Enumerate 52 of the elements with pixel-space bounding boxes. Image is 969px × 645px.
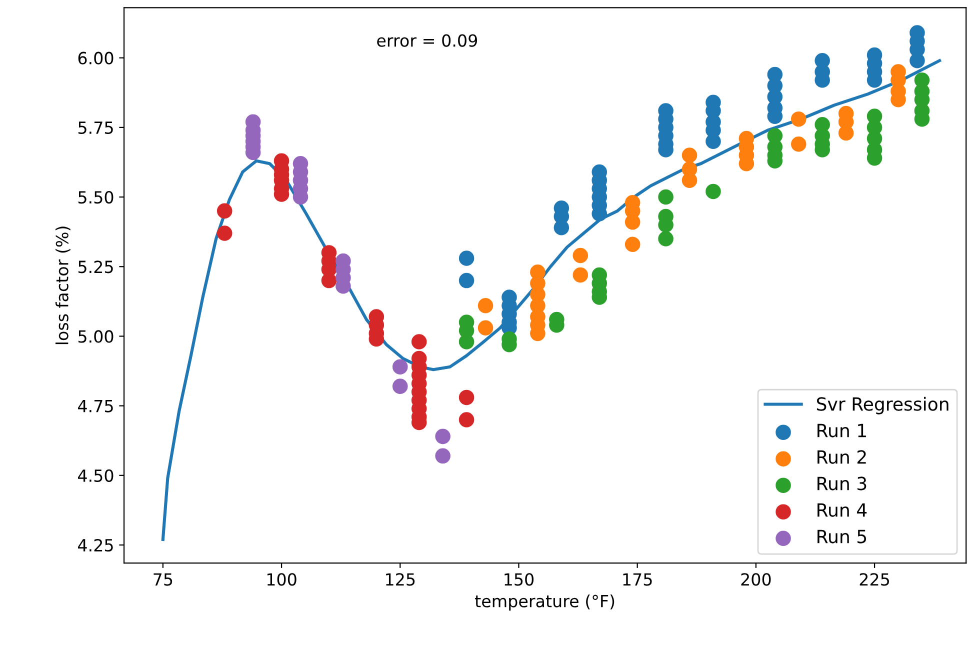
legend-label: Run 5 [818,530,866,544]
y-tick-label: 5.00 [78,330,114,343]
point [392,359,408,374]
point [478,298,494,314]
y-tick-label: 5.25 [78,260,113,274]
y-tick-label: 4.50 [78,469,114,482]
x-tick-label: 125 [386,573,415,586]
point [411,334,427,350]
point [321,272,337,288]
x-axis-title: temperature (°F) [475,594,614,611]
y-tick-label: 5.50 [78,190,114,204]
point [435,428,450,444]
point [706,184,721,200]
point [658,231,674,246]
point [216,226,232,241]
legend-label: Svr Regression [816,396,948,414]
point [658,189,674,205]
x-tick-label: 75 [154,573,172,586]
point [554,220,570,236]
point [435,448,450,464]
point [790,111,806,127]
point [458,412,474,428]
annotation: error = 0.09 [377,34,478,47]
point [706,134,721,149]
y-tick-label: 4.25 [78,538,113,552]
point [458,250,474,266]
y-axis-title: loss factor (%) [56,226,70,344]
x-tick-label: 175 [623,573,652,586]
point [392,378,408,394]
legend-label: Run 1 [818,424,866,438]
legend-label: Run 3 [818,476,866,490]
x-tick-label: 150 [504,573,534,586]
point [478,320,494,336]
point [790,136,806,152]
point [624,236,640,252]
y-tick-label: 6.00 [78,52,114,64]
point [216,203,232,219]
legend-label: Run 2 [818,450,866,464]
x-tick-label: 200 [741,573,771,586]
x-tick-label: 100 [267,573,296,586]
point [458,334,474,350]
point [458,272,474,288]
point [572,248,588,264]
x-tick-label: 225 [860,573,889,586]
point [682,172,698,188]
point [682,148,698,163]
point [458,390,474,406]
legend-label: Run 4 [818,503,867,517]
point [572,267,588,283]
y-tick-label: 4.75 [78,400,113,412]
point [838,125,854,141]
y-tick-label: 5.75 [78,122,113,134]
